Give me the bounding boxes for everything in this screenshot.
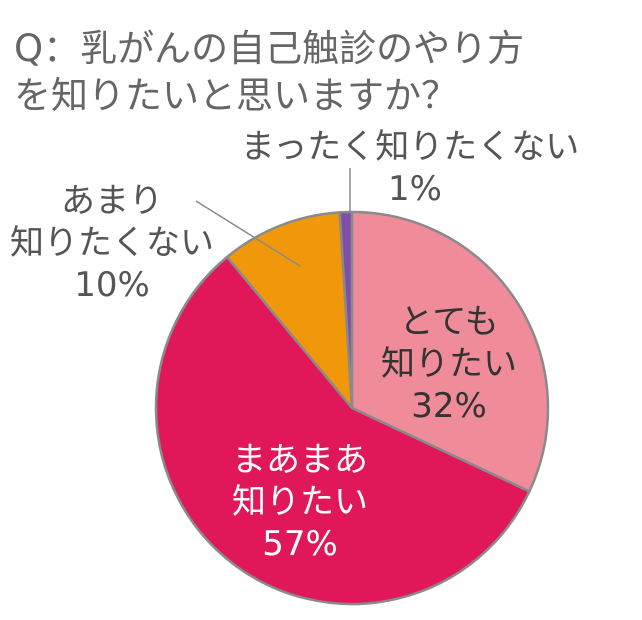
label-very-want-line-1: とても	[399, 302, 498, 342]
slice-not-really	[225, 211, 354, 410]
label-very-want-line-2: 知りたい	[381, 344, 517, 384]
slice-not-at-all	[338, 210, 354, 410]
pie-slices	[154, 210, 550, 606]
slice-somewhat-want	[154, 255, 531, 606]
label-somewhat-want-line-2: 知りたい	[232, 482, 368, 522]
leader-line-not-really	[195, 200, 301, 267]
slice-very-want	[350, 210, 550, 493]
label-very-want-value: 32%	[411, 386, 487, 426]
chart-title-line-1: Q：乳がんの自己触診のやり方	[14, 27, 524, 70]
label-not-really-line-2: 知りたくない	[10, 223, 214, 263]
label-not-at-all-value: 1%	[388, 169, 442, 209]
label-not-at-all-line-1: まったく知りたくない	[241, 127, 580, 167]
label-not-really-line-1: あまり	[61, 181, 163, 221]
label-not-really-value: 10%	[74, 265, 150, 305]
chart-title: Q：乳がんの自己触診のやり方 を知りたいと思いますか？	[14, 27, 524, 117]
label-somewhat-want-value: 57%	[262, 524, 338, 564]
leader-lines	[195, 168, 351, 267]
chart-title-line-2: を知りたいと思いますか？	[14, 74, 458, 117]
slice-labels: とても 知りたい 32% まあまあ 知りたい 57% あまり 知りたくない 10…	[10, 127, 579, 564]
label-somewhat-want-line-1: まあまあ	[232, 440, 368, 480]
